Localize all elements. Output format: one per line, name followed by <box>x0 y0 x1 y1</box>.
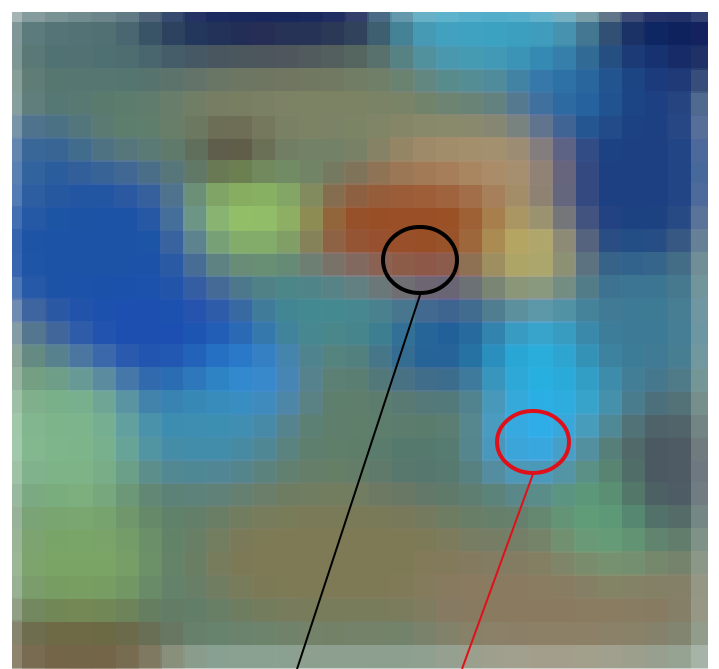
black-leader-line <box>296 294 421 669</box>
red-leader-line <box>461 473 534 669</box>
red-circle-marker <box>495 409 571 475</box>
black-circle-marker <box>381 225 459 295</box>
